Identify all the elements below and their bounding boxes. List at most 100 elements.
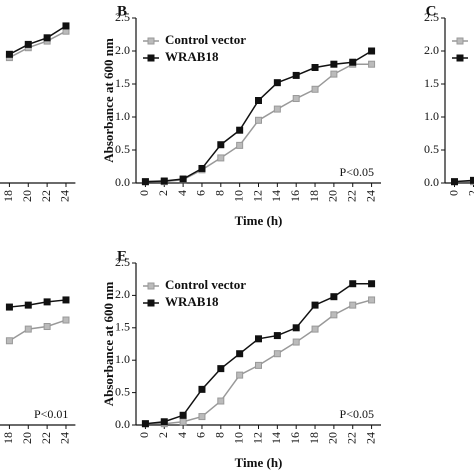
annotation: P<0.05 [340, 165, 374, 179]
x-tick-label: 22 [39, 190, 53, 202]
legend-marker [456, 37, 464, 45]
data-point [368, 60, 376, 68]
data-point [179, 418, 187, 426]
y-tick-label: 0.0 [424, 175, 439, 189]
data-point [198, 385, 206, 393]
y-tick-label: 1.0 [115, 109, 130, 123]
x-tick-label: 12 [250, 432, 264, 444]
data-point [349, 280, 357, 288]
legend-marker [147, 37, 155, 45]
x-tick-label: 14 [269, 190, 283, 202]
data-point [24, 40, 32, 48]
data-point [217, 154, 225, 162]
data-point [217, 397, 225, 405]
x-tick-label: 18 [1, 432, 15, 444]
data-point [179, 411, 187, 419]
y-tick-label: 1.0 [424, 109, 439, 123]
data-point [292, 95, 300, 103]
data-point [255, 116, 262, 124]
data-point [141, 420, 149, 428]
x-tick-label: 24 [58, 190, 72, 202]
y-tick-label: 0.0 [115, 417, 130, 431]
data-point [330, 293, 338, 301]
x-tick-label: 0 [137, 432, 151, 438]
x-tick-label: 16 [288, 190, 302, 202]
x-tick-label: 22 [39, 432, 53, 444]
y-tick-label: 1.0 [115, 352, 130, 366]
y-tick-label: 0.5 [424, 142, 439, 156]
data-point [198, 413, 206, 421]
y-tick-label: 1.5 [424, 76, 439, 90]
annotation: P<0.01 [34, 407, 68, 421]
data-line [9, 299, 67, 308]
data-point [255, 97, 262, 104]
y-tick-label: 0.0 [115, 175, 130, 189]
data-point [311, 85, 319, 93]
x-tick-label: 8 [213, 190, 227, 196]
x-tick-label: 2 [465, 190, 474, 196]
data-point [236, 126, 244, 134]
data-point [43, 34, 51, 42]
data-point [330, 60, 338, 68]
x-tick-label: 20 [326, 432, 340, 444]
x-tick-label: 24 [363, 432, 377, 444]
data-point [62, 296, 70, 304]
data-line [9, 319, 67, 342]
legend-label: Control vector [165, 32, 246, 47]
data-point [311, 64, 319, 71]
data-point [24, 325, 32, 333]
x-tick-label: 24 [363, 190, 377, 202]
x-tick-label: 16 [288, 432, 302, 444]
legend-marker [147, 282, 155, 290]
x-tick-label: 18 [1, 190, 15, 202]
data-point [349, 58, 357, 66]
annotation: P<0.05 [340, 407, 374, 421]
legend-label: Control vector [165, 277, 246, 292]
y-tick-label: 1.5 [115, 320, 130, 334]
data-point [330, 311, 338, 319]
x-tick-label: 0 [446, 190, 460, 196]
data-point [273, 79, 281, 87]
data-point [311, 325, 319, 333]
data-point [273, 105, 281, 113]
x-tick-label: 24 [58, 432, 72, 444]
y-tick-label: 2.0 [115, 43, 130, 57]
x-tick-label: 20 [20, 432, 34, 444]
x-tick-label: 4 [175, 190, 189, 196]
data-point [368, 296, 376, 304]
data-line [9, 25, 67, 55]
x-tick-label: 10 [231, 190, 245, 202]
data-point [292, 71, 300, 79]
data-point [5, 50, 13, 58]
data-point [62, 22, 70, 30]
y-tick-label: 2.5 [424, 10, 439, 24]
y-tick-label: 2.5 [115, 255, 130, 269]
x-tick-label: 2 [156, 190, 170, 196]
x-tick-label: 2 [156, 432, 170, 438]
data-point [368, 280, 376, 288]
data-point [24, 301, 32, 309]
data-point [236, 350, 244, 358]
data-point [292, 324, 300, 332]
x-tick-label: 6 [194, 432, 208, 438]
x-tick-label: 14 [269, 432, 283, 444]
y-tick-label: 0.5 [115, 142, 130, 156]
data-point [217, 365, 225, 373]
panel-label: C [426, 3, 437, 19]
y-tick-label: 0.5 [115, 384, 130, 398]
data-point [217, 141, 225, 149]
data-point [273, 332, 281, 340]
x-tick-label: 0 [137, 190, 151, 196]
data-point [470, 176, 474, 184]
panel-label: B [117, 3, 127, 19]
x-tick-label: 18 [307, 432, 321, 444]
data-point [160, 177, 168, 185]
data-line [145, 50, 372, 183]
x-tick-label: 22 [344, 432, 358, 444]
x-tick-label: 20 [326, 190, 340, 202]
data-point [255, 361, 262, 369]
data-line [9, 30, 67, 59]
data-point [255, 335, 262, 343]
y-tick-label: 2.0 [424, 43, 439, 57]
